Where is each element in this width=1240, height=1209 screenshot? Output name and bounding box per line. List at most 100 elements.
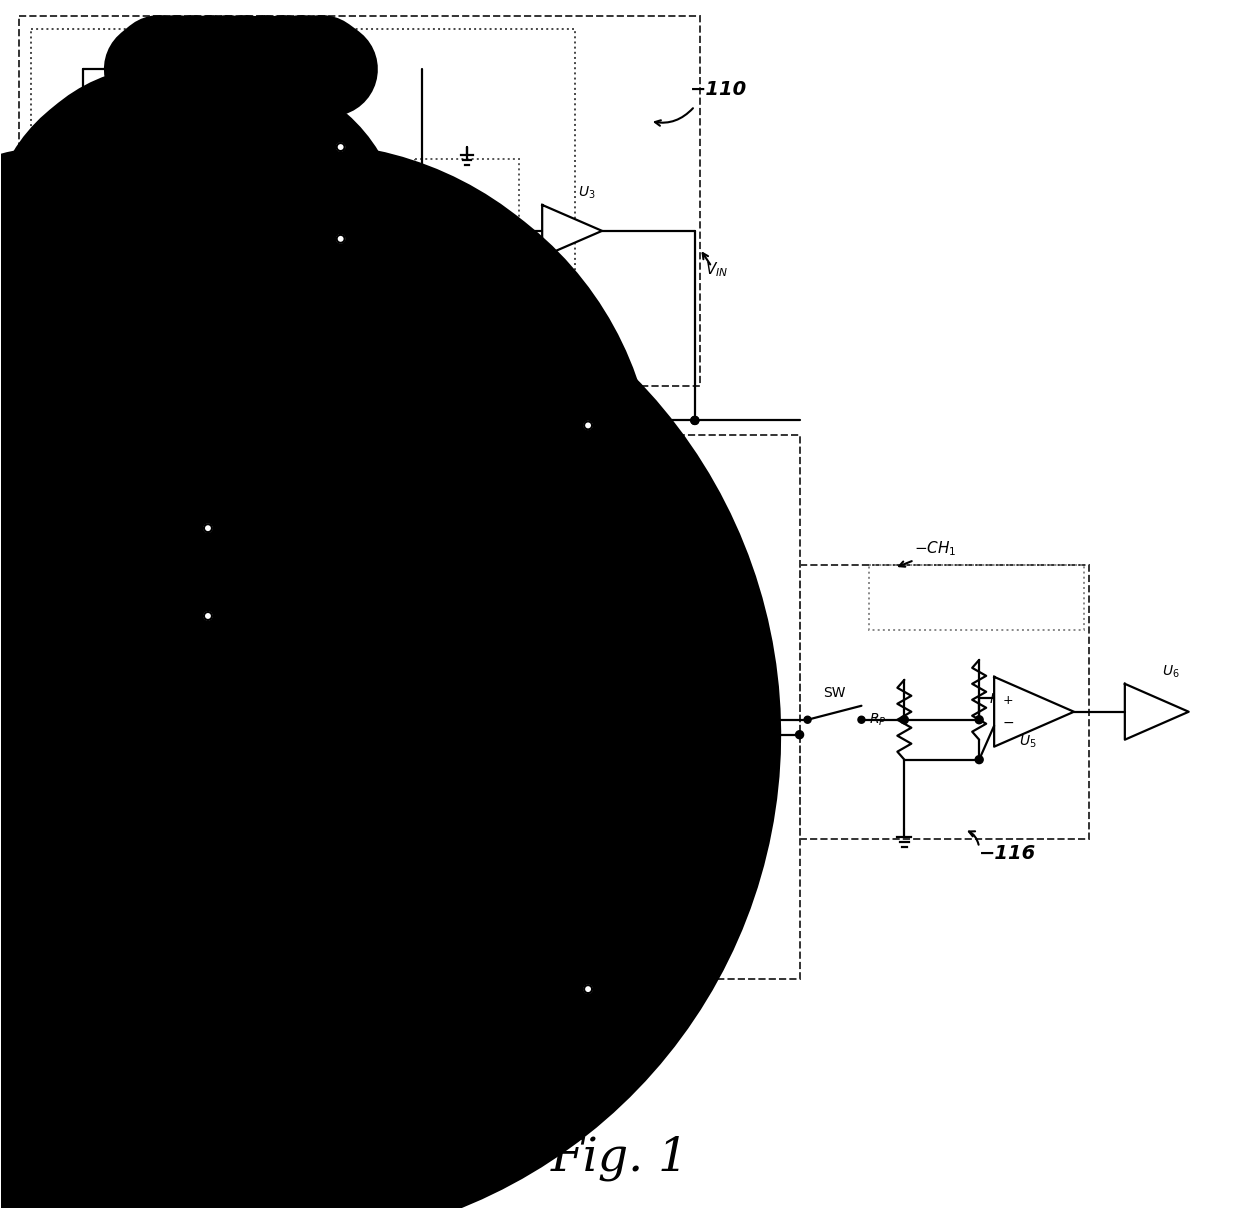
Text: +LV: +LV <box>196 508 221 520</box>
Circle shape <box>584 422 591 429</box>
Text: $U_6$: $U_6$ <box>1162 664 1179 679</box>
Text: $V_{IN}$: $V_{IN}$ <box>704 261 728 279</box>
Circle shape <box>153 730 160 739</box>
Circle shape <box>584 965 591 973</box>
Bar <box>20 416 386 789</box>
Text: Fig. 1: Fig. 1 <box>551 1136 689 1181</box>
Circle shape <box>336 235 345 243</box>
Circle shape <box>522 965 531 973</box>
Text: $Q_{N4}$: $Q_{N4}$ <box>670 897 693 912</box>
Circle shape <box>584 965 591 973</box>
Text: $U_1$: $U_1$ <box>334 221 352 238</box>
Text: $Q_{P0}$: $Q_{P0}$ <box>441 663 464 677</box>
Text: −HV: −HV <box>573 997 604 1011</box>
Polygon shape <box>299 147 403 239</box>
Text: $R_2$: $R_2$ <box>202 705 219 721</box>
Circle shape <box>584 441 591 450</box>
Circle shape <box>522 546 531 554</box>
Text: +: + <box>1003 694 1013 707</box>
Polygon shape <box>542 204 603 256</box>
Text: $U_2$: $U_2$ <box>420 311 438 328</box>
Text: $V_N$: $V_N$ <box>26 146 47 166</box>
Text: +: + <box>311 201 322 214</box>
Polygon shape <box>166 528 265 615</box>
Text: −110: −110 <box>689 80 746 99</box>
Text: $U_5$: $U_5$ <box>1019 734 1037 750</box>
Text: −LV: −LV <box>329 249 353 262</box>
Bar <box>56 451 321 700</box>
Circle shape <box>342 568 350 575</box>
Circle shape <box>203 612 212 620</box>
Circle shape <box>234 233 243 241</box>
Circle shape <box>858 716 866 723</box>
Circle shape <box>522 641 531 649</box>
Text: $Q_{N3}$: $Q_{N3}$ <box>460 897 482 912</box>
Text: $R_X$: $R_X$ <box>357 661 376 678</box>
Text: SW: SW <box>823 686 846 700</box>
Text: −$CH_1$: −$CH_1$ <box>914 539 957 559</box>
Circle shape <box>691 416 699 424</box>
Text: $U_4$: $U_4$ <box>200 600 217 615</box>
Text: −114: −114 <box>435 521 492 539</box>
Circle shape <box>620 531 627 539</box>
Circle shape <box>203 525 212 532</box>
Circle shape <box>584 985 591 993</box>
Text: $Q_{N0}$: $Q_{N0}$ <box>440 747 464 762</box>
Circle shape <box>620 646 627 654</box>
Text: −: − <box>311 172 322 185</box>
Text: $R_S$: $R_S$ <box>990 692 1007 708</box>
Circle shape <box>418 189 427 197</box>
Circle shape <box>900 716 909 724</box>
Text: $I_{OUT}$: $I_{OUT}$ <box>684 689 712 706</box>
Circle shape <box>522 441 531 450</box>
Circle shape <box>336 143 345 151</box>
Text: $V_P$: $V_P$ <box>27 262 47 283</box>
Circle shape <box>342 730 350 739</box>
Bar <box>420 435 800 979</box>
Circle shape <box>522 546 531 554</box>
Bar <box>869 565 1084 630</box>
Bar <box>20 17 699 386</box>
Text: +HV: +HV <box>573 404 604 417</box>
Text: $Q_{P4}$: $Q_{P4}$ <box>670 503 692 517</box>
Circle shape <box>975 756 983 764</box>
Text: $Q_{N1}$: $Q_{N1}$ <box>460 812 482 827</box>
Text: $Q_{P3}$: $Q_{P3}$ <box>461 503 482 517</box>
Text: $R_P$: $R_P$ <box>869 712 887 728</box>
Polygon shape <box>1125 684 1189 740</box>
Circle shape <box>311 486 320 494</box>
Bar <box>800 565 1089 839</box>
Circle shape <box>37 416 46 424</box>
Circle shape <box>620 716 627 724</box>
Polygon shape <box>994 677 1074 747</box>
Circle shape <box>192 486 200 494</box>
Circle shape <box>796 730 804 739</box>
Text: $R_4$: $R_4$ <box>260 459 278 475</box>
Circle shape <box>620 840 627 849</box>
Bar <box>31 29 575 376</box>
Text: −: − <box>1002 716 1014 730</box>
Bar <box>415 160 520 302</box>
Circle shape <box>620 441 627 450</box>
Circle shape <box>232 65 239 74</box>
Circle shape <box>463 707 470 716</box>
Text: $Q_{N2}$: $Q_{N2}$ <box>670 812 693 827</box>
Circle shape <box>691 416 699 424</box>
Text: −112: −112 <box>43 782 100 802</box>
Circle shape <box>162 486 170 494</box>
Circle shape <box>267 730 275 739</box>
Bar <box>430 644 546 789</box>
Text: −116: −116 <box>980 844 1037 863</box>
Text: $R_1$: $R_1$ <box>98 705 114 721</box>
Text: $U_3$: $U_3$ <box>578 185 595 201</box>
Circle shape <box>975 716 983 724</box>
Text: $I_L$: $I_L$ <box>357 742 367 758</box>
Text: $R_3$: $R_3$ <box>108 459 125 475</box>
Text: +LV: +LV <box>329 126 353 139</box>
Circle shape <box>417 730 424 739</box>
Circle shape <box>804 716 811 723</box>
Text: −: − <box>177 551 190 565</box>
Circle shape <box>522 840 531 849</box>
Text: $Q_{P1}$: $Q_{P1}$ <box>461 602 482 618</box>
Text: +: + <box>179 579 188 592</box>
